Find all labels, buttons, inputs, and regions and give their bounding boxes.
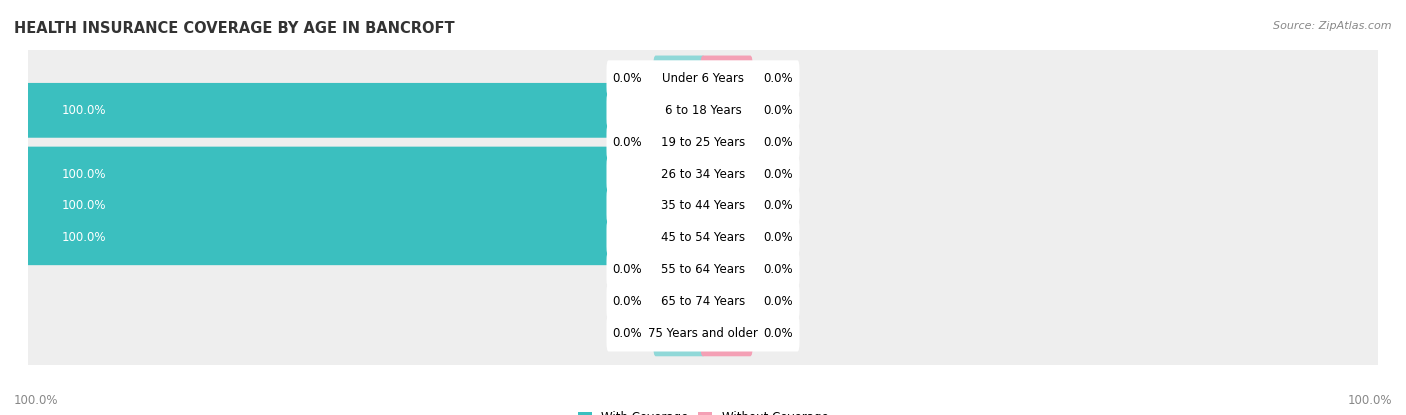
- FancyBboxPatch shape: [652, 119, 706, 165]
- FancyBboxPatch shape: [20, 247, 1386, 356]
- FancyBboxPatch shape: [606, 188, 800, 224]
- FancyBboxPatch shape: [606, 60, 800, 97]
- FancyBboxPatch shape: [606, 92, 800, 129]
- FancyBboxPatch shape: [652, 310, 706, 356]
- Text: 100.0%: 100.0%: [62, 168, 107, 181]
- FancyBboxPatch shape: [20, 120, 1386, 228]
- FancyBboxPatch shape: [606, 283, 800, 320]
- FancyBboxPatch shape: [700, 278, 754, 325]
- Text: 0.0%: 0.0%: [763, 72, 793, 85]
- FancyBboxPatch shape: [652, 278, 706, 325]
- FancyBboxPatch shape: [652, 247, 706, 293]
- FancyBboxPatch shape: [20, 215, 1386, 324]
- FancyBboxPatch shape: [652, 56, 706, 101]
- FancyBboxPatch shape: [20, 88, 1386, 196]
- FancyBboxPatch shape: [700, 119, 754, 165]
- Text: Source: ZipAtlas.com: Source: ZipAtlas.com: [1274, 21, 1392, 31]
- Text: 0.0%: 0.0%: [763, 199, 793, 212]
- Text: 19 to 25 Years: 19 to 25 Years: [661, 136, 745, 149]
- FancyBboxPatch shape: [25, 210, 706, 265]
- FancyBboxPatch shape: [20, 183, 1386, 292]
- FancyBboxPatch shape: [700, 183, 754, 229]
- Text: HEALTH INSURANCE COVERAGE BY AGE IN BANCROFT: HEALTH INSURANCE COVERAGE BY AGE IN BANC…: [14, 21, 454, 36]
- Text: 100.0%: 100.0%: [1347, 394, 1392, 407]
- Text: 100.0%: 100.0%: [62, 199, 107, 212]
- FancyBboxPatch shape: [20, 279, 1386, 388]
- Text: 75 Years and older: 75 Years and older: [648, 327, 758, 340]
- FancyBboxPatch shape: [20, 56, 1386, 164]
- FancyBboxPatch shape: [20, 152, 1386, 260]
- FancyBboxPatch shape: [700, 88, 754, 133]
- FancyBboxPatch shape: [25, 83, 706, 138]
- Text: 0.0%: 0.0%: [763, 136, 793, 149]
- Text: 100.0%: 100.0%: [62, 104, 107, 117]
- Text: 45 to 54 Years: 45 to 54 Years: [661, 231, 745, 244]
- Text: 55 to 64 Years: 55 to 64 Years: [661, 263, 745, 276]
- FancyBboxPatch shape: [25, 178, 706, 233]
- Text: 0.0%: 0.0%: [613, 72, 643, 85]
- Text: 0.0%: 0.0%: [763, 104, 793, 117]
- Text: 6 to 18 Years: 6 to 18 Years: [665, 104, 741, 117]
- Text: 0.0%: 0.0%: [763, 231, 793, 244]
- Text: Under 6 Years: Under 6 Years: [662, 72, 744, 85]
- Text: 35 to 44 Years: 35 to 44 Years: [661, 199, 745, 212]
- FancyBboxPatch shape: [700, 151, 754, 197]
- Text: 0.0%: 0.0%: [613, 136, 643, 149]
- Text: 0.0%: 0.0%: [763, 295, 793, 308]
- Legend: With Coverage, Without Coverage: With Coverage, Without Coverage: [572, 406, 834, 415]
- FancyBboxPatch shape: [606, 315, 800, 352]
- FancyBboxPatch shape: [20, 24, 1386, 133]
- FancyBboxPatch shape: [700, 215, 754, 261]
- Text: 0.0%: 0.0%: [763, 263, 793, 276]
- Text: 65 to 74 Years: 65 to 74 Years: [661, 295, 745, 308]
- FancyBboxPatch shape: [606, 251, 800, 288]
- Text: 0.0%: 0.0%: [763, 327, 793, 340]
- Text: 100.0%: 100.0%: [62, 231, 107, 244]
- Text: 0.0%: 0.0%: [613, 327, 643, 340]
- FancyBboxPatch shape: [25, 146, 706, 201]
- Text: 0.0%: 0.0%: [613, 263, 643, 276]
- Text: 0.0%: 0.0%: [763, 168, 793, 181]
- FancyBboxPatch shape: [700, 310, 754, 356]
- Text: 0.0%: 0.0%: [613, 295, 643, 308]
- Text: 100.0%: 100.0%: [14, 394, 59, 407]
- FancyBboxPatch shape: [606, 156, 800, 192]
- FancyBboxPatch shape: [700, 56, 754, 101]
- FancyBboxPatch shape: [606, 124, 800, 160]
- FancyBboxPatch shape: [700, 247, 754, 293]
- FancyBboxPatch shape: [606, 220, 800, 256]
- Text: 26 to 34 Years: 26 to 34 Years: [661, 168, 745, 181]
